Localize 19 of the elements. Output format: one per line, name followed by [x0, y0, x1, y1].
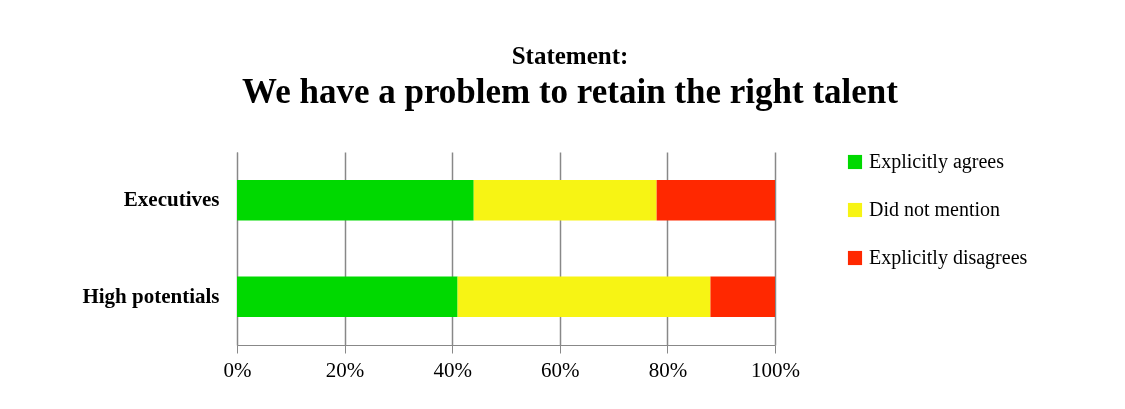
- x-tick-label: 20%: [325, 357, 365, 382]
- legend-label: Explicitly disagrees: [869, 246, 1028, 269]
- x-tick-label: 0%: [223, 357, 252, 382]
- x-tick-label: 80%: [648, 357, 688, 382]
- chart-title: Statement:: [511, 42, 629, 69]
- bar: [656, 179, 775, 221]
- bar: [473, 179, 657, 221]
- bar: [237, 179, 474, 221]
- y-tick-label: High potentials: [82, 283, 220, 308]
- x-tick-label: 100%: [751, 357, 800, 382]
- chart-subtitle: We have a problem to retain the right talent: [242, 72, 899, 111]
- bar: [710, 276, 775, 318]
- bar: [457, 276, 711, 318]
- bar: [237, 276, 458, 318]
- legend-label: Explicitly agrees: [869, 150, 1005, 173]
- x-tick-label: 40%: [433, 357, 472, 382]
- x-tick-label: 60%: [541, 357, 580, 382]
- legend-label: Did not mention: [869, 198, 1001, 220]
- y-tick-label: Executives: [123, 187, 220, 212]
